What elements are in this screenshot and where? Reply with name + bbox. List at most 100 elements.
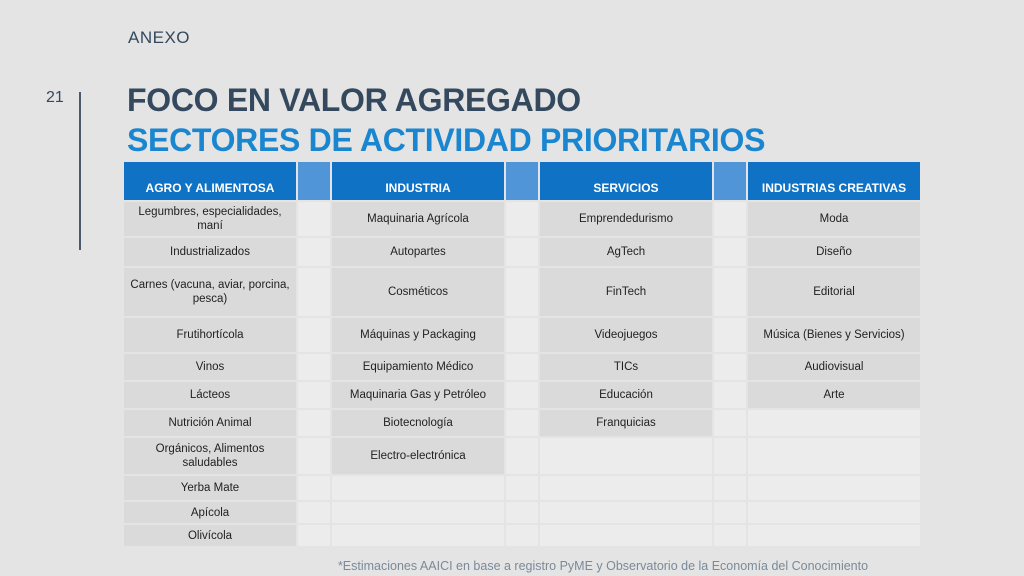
table-cell: Arte	[748, 382, 920, 408]
table-cell: Música (Bienes y Servicios)	[748, 318, 920, 352]
table-cell: Biotecnología	[332, 410, 504, 436]
table-cell: Yerba Mate	[124, 476, 296, 500]
table-cell: Moda	[748, 202, 920, 236]
table-cell: Lácteos	[124, 382, 296, 408]
page-number: 21	[46, 89, 64, 106]
column-separator	[714, 525, 746, 546]
table-cell: Emprendedurismo	[540, 202, 712, 236]
table-cell: Autopartes	[332, 238, 504, 266]
table-cell	[540, 438, 712, 474]
table-cell	[748, 525, 920, 546]
table-cell: Olivícola	[124, 525, 296, 546]
table-row: Industrializados Autopartes AgTech Diseño	[124, 238, 920, 266]
column-separator	[298, 162, 330, 200]
table-cell	[748, 476, 920, 500]
table-cell: Nutrición Animal	[124, 410, 296, 436]
column-separator	[298, 410, 330, 436]
table-cell: Frutihortícola	[124, 318, 296, 352]
table-row: Frutihortícola Máquinas y Packaging Videoj…	[124, 318, 920, 352]
table-cell	[332, 525, 504, 546]
table-cell	[540, 525, 712, 546]
column-separator	[298, 438, 330, 474]
table-cell: Vinos	[124, 354, 296, 380]
table-cell: Editorial	[748, 268, 920, 316]
table-cell: Maquinaria Gas y Petróleo	[332, 382, 504, 408]
table-header-row: AGRO Y ALIMENTOSA INDUSTRIA SERVICIOS IN…	[124, 162, 920, 200]
table-row: Orgánicos, Alimentos saludables Electro-e…	[124, 438, 920, 474]
column-separator	[714, 354, 746, 380]
table-cell	[748, 502, 920, 523]
column-separator	[298, 525, 330, 546]
page-title: FOCO EN VALOR AGREGADO	[127, 82, 581, 118]
table-cell: Electro-electrónica	[332, 438, 504, 474]
column-separator	[506, 410, 538, 436]
column-separator	[298, 318, 330, 352]
column-separator	[298, 476, 330, 500]
table-cell: Legumbres, especialidades, maní	[124, 202, 296, 236]
table-cell: Audiovisual	[748, 354, 920, 380]
table-row: Nutrición Animal Biotecnología Franquicias	[124, 410, 920, 436]
table-cell	[748, 438, 920, 474]
column-separator	[298, 354, 330, 380]
table-row: Lácteos Maquinaria Gas y Petróleo Educació…	[124, 382, 920, 408]
table-cell: Orgánicos, Alimentos saludables	[124, 438, 296, 474]
column-separator	[298, 382, 330, 408]
column-separator	[506, 268, 538, 316]
column-separator	[298, 238, 330, 266]
column-separator	[506, 318, 538, 352]
table-cell: Videojuegos	[540, 318, 712, 352]
column-separator	[298, 202, 330, 236]
column-separator	[714, 202, 746, 236]
table-cell: Educación	[540, 382, 712, 408]
table-cell: Carnes (vacuna, aviar, porcina, pesca)	[124, 268, 296, 316]
page-subtitle: SECTORES DE ACTIVIDAD PRIORITARIOS	[127, 122, 766, 158]
table-cell: Apícola	[124, 502, 296, 523]
column-separator	[506, 382, 538, 408]
table-cell	[540, 476, 712, 500]
column-separator	[714, 318, 746, 352]
column-separator	[506, 502, 538, 523]
column-separator	[298, 502, 330, 523]
footnote: *Estimaciones AAICI en base a registro P…	[0, 559, 1000, 573]
column-header-creativas: INDUSTRIAS CREATIVAS	[748, 162, 920, 200]
column-separator	[714, 238, 746, 266]
column-header-industria: INDUSTRIA	[332, 162, 504, 200]
table-cell: AgTech	[540, 238, 712, 266]
table-cell: Equipamiento Médico	[332, 354, 504, 380]
table-cell	[332, 476, 504, 500]
column-separator	[506, 438, 538, 474]
column-separator	[714, 476, 746, 500]
table-cell	[540, 502, 712, 523]
column-separator	[714, 268, 746, 316]
column-separator	[506, 476, 538, 500]
table-cell: Industrializados	[124, 238, 296, 266]
column-separator	[714, 410, 746, 436]
column-separator	[714, 382, 746, 408]
column-separator	[714, 162, 746, 200]
column-separator	[506, 525, 538, 546]
column-header-agro: AGRO Y ALIMENTOSA	[124, 162, 296, 200]
table-cell: Franquicias	[540, 410, 712, 436]
table-cell: Maquinaria Agrícola	[332, 202, 504, 236]
footnote-text: *Estimaciones AAICI en base a registro P…	[337, 559, 869, 573]
table-cell: FinTech	[540, 268, 712, 316]
table-cell: Cosméticos	[332, 268, 504, 316]
column-separator	[298, 268, 330, 316]
column-separator	[714, 502, 746, 523]
table-row: Carnes (vacuna, aviar, porcina, pesca) Co…	[124, 268, 920, 316]
sectors-table: AGRO Y ALIMENTOSA INDUSTRIA SERVICIOS IN…	[122, 160, 922, 548]
column-separator	[506, 238, 538, 266]
table-row: Legumbres, especialidades, maní Maquinari…	[124, 202, 920, 236]
column-separator	[506, 354, 538, 380]
table-row: Vinos Equipamiento Médico TICs Audiovisual	[124, 354, 920, 380]
section-label: ANEXO	[128, 28, 191, 47]
table-cell	[748, 410, 920, 436]
table-cell: Máquinas y Packaging	[332, 318, 504, 352]
table-cell: Diseño	[748, 238, 920, 266]
table-row: Yerba Mate	[124, 476, 920, 500]
table-cell	[332, 502, 504, 523]
column-separator	[506, 202, 538, 236]
column-header-servicios: SERVICIOS	[540, 162, 712, 200]
table-row: Olivícola	[124, 525, 920, 546]
divider-line	[79, 92, 81, 250]
